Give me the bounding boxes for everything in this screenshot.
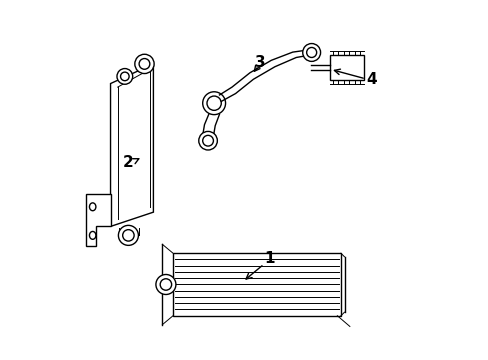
Circle shape — [135, 54, 154, 73]
Circle shape — [203, 92, 225, 114]
Text: 1: 1 — [264, 251, 274, 266]
Text: 2: 2 — [123, 155, 134, 170]
Circle shape — [122, 230, 134, 241]
Circle shape — [198, 131, 217, 150]
Circle shape — [118, 225, 138, 246]
Ellipse shape — [89, 231, 96, 239]
Circle shape — [306, 48, 316, 58]
Circle shape — [160, 279, 171, 290]
Polygon shape — [110, 64, 153, 226]
Circle shape — [203, 135, 213, 146]
Circle shape — [206, 96, 221, 111]
Text: 3: 3 — [255, 55, 265, 69]
Polygon shape — [329, 55, 364, 80]
Circle shape — [156, 274, 176, 294]
Polygon shape — [85, 194, 110, 246]
Bar — [173, 253, 340, 316]
Text: 4: 4 — [365, 72, 376, 87]
Circle shape — [302, 44, 320, 62]
Ellipse shape — [89, 203, 96, 211]
Circle shape — [117, 68, 132, 84]
Circle shape — [139, 59, 149, 69]
Circle shape — [121, 72, 129, 81]
